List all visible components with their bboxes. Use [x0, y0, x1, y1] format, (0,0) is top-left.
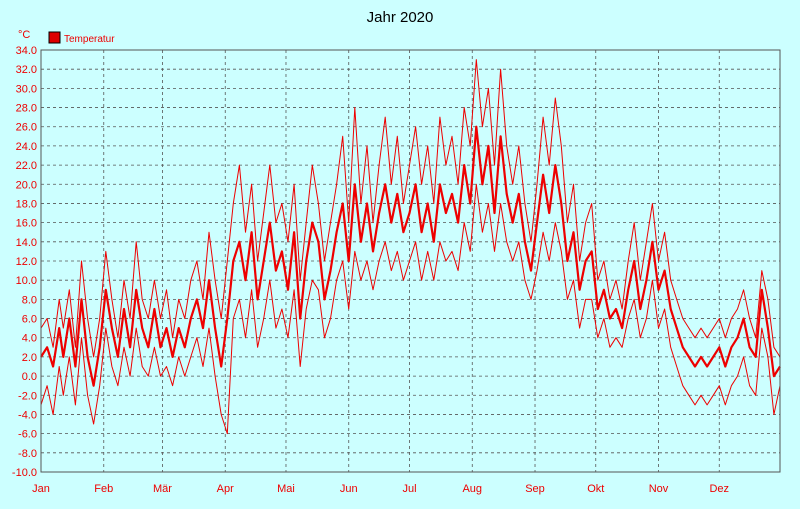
y-axis-ticks: 34.0 32.0 30.0 28.0 26.0 24.0 22.0 20.0 18.0 16.0…	[12, 45, 37, 479]
y-tick-label: 10.0	[16, 275, 37, 287]
y-tick-label: 26.0	[16, 122, 37, 134]
y-tick-label: -6.0	[18, 429, 37, 441]
x-tick-label: Jul	[402, 483, 416, 495]
x-tick-label: Jan	[32, 483, 50, 495]
series-line-mean	[40, 125, 781, 387]
y-tick-label: 30.0	[16, 83, 37, 95]
legend-swatch	[48, 31, 61, 44]
y-tick-label: -2.0	[18, 390, 37, 402]
x-tick-label: Mai	[277, 483, 295, 495]
x-tick-label: Nov	[649, 483, 669, 495]
x-tick-label: Dez	[709, 483, 729, 495]
x-tick-label: Apr	[217, 483, 234, 495]
x-axis-ticks: Jan Feb Mär Apr Mai Jun Jul Aug Sep Okt Nov Dez	[32, 483, 729, 495]
y-tick-label: 14.0	[16, 237, 37, 249]
series-line-max	[40, 59, 781, 358]
x-tick-label: Jun	[340, 483, 358, 495]
y-tick-label: -10.0	[12, 467, 37, 479]
y-tick-label: -8.0	[18, 448, 37, 460]
y-tick-label: 32.0	[16, 64, 37, 76]
y-tick-label: 8.0	[22, 294, 37, 306]
y-tick-label: 34.0	[16, 45, 37, 57]
y-tick-label: 12.0	[16, 256, 37, 268]
legend-label: Temperatur	[64, 34, 115, 45]
y-tick-label: 20.0	[16, 179, 37, 191]
y-tick-label: 4.0	[22, 333, 37, 345]
x-tick-label: Aug	[462, 483, 482, 495]
series-lines	[40, 59, 781, 435]
x-tick-label: Feb	[94, 483, 113, 495]
x-tick-label: Mär	[153, 483, 172, 495]
y-tick-label: 2.0	[22, 352, 37, 364]
x-tick-label: Sep	[525, 483, 545, 495]
y-tick-label: 16.0	[16, 218, 37, 230]
y-tick-label: 6.0	[22, 314, 37, 326]
series-line-min	[40, 183, 781, 435]
x-tick-label: Okt	[587, 483, 604, 495]
y-tick-label: 28.0	[16, 103, 37, 115]
plot-frame	[40, 49, 781, 473]
y-axis-unit-label: °C	[18, 29, 30, 41]
y-tick-label: 24.0	[16, 141, 37, 153]
chart-title: Jahr 2020	[367, 9, 434, 26]
grid	[41, 49, 780, 473]
y-tick-label: 18.0	[16, 198, 37, 210]
y-tick-label: -4.0	[18, 409, 37, 421]
y-tick-label: 0.0	[22, 371, 37, 383]
y-tick-label: 22.0	[16, 160, 37, 172]
